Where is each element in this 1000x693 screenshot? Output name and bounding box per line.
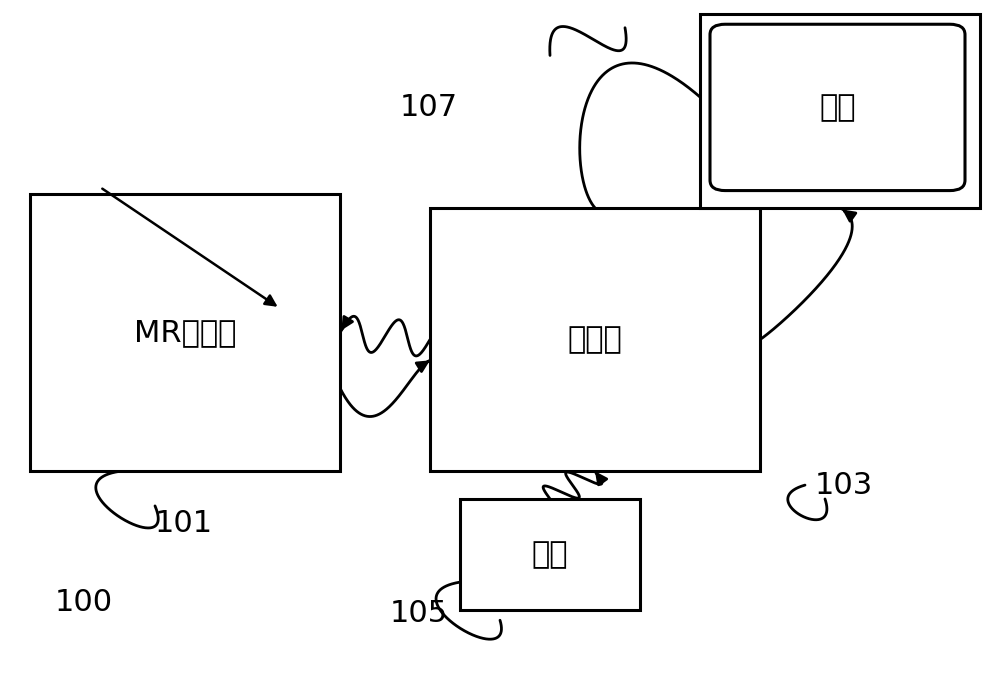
Text: 101: 101 — [155, 509, 213, 538]
Text: 输入: 输入 — [532, 540, 568, 569]
FancyBboxPatch shape — [30, 194, 340, 471]
Text: 105: 105 — [390, 599, 448, 628]
FancyBboxPatch shape — [700, 14, 980, 208]
Text: MR扫描器: MR扫描器 — [134, 318, 236, 347]
Text: 计算机: 计算机 — [568, 325, 622, 354]
FancyBboxPatch shape — [710, 24, 965, 191]
FancyBboxPatch shape — [430, 208, 760, 471]
Text: 100: 100 — [55, 588, 113, 617]
FancyBboxPatch shape — [460, 499, 640, 610]
Text: 107: 107 — [400, 93, 458, 122]
Text: 103: 103 — [815, 471, 873, 500]
Text: 屏幕: 屏幕 — [819, 93, 856, 122]
